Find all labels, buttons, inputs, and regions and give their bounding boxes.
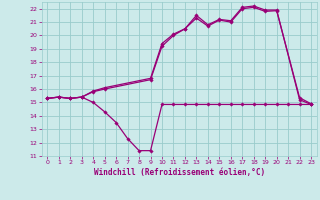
- X-axis label: Windchill (Refroidissement éolien,°C): Windchill (Refroidissement éolien,°C): [94, 168, 265, 177]
